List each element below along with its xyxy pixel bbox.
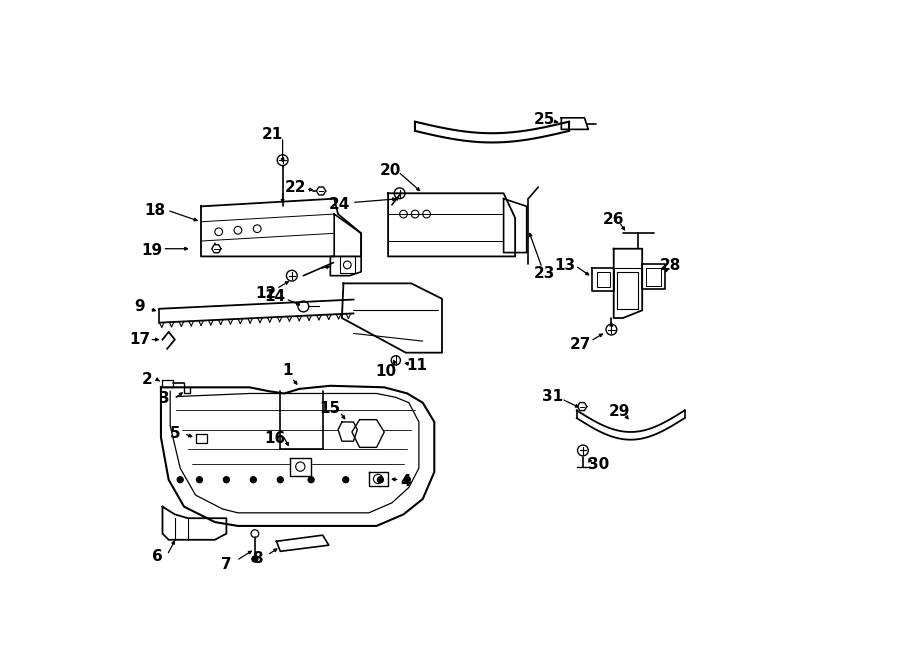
Polygon shape [646, 268, 662, 286]
Circle shape [223, 477, 230, 483]
Polygon shape [338, 422, 357, 442]
Polygon shape [291, 458, 311, 476]
Polygon shape [577, 410, 685, 440]
Circle shape [377, 477, 383, 483]
Polygon shape [578, 403, 587, 410]
Text: 24: 24 [328, 196, 350, 212]
Text: 18: 18 [144, 203, 166, 217]
Circle shape [308, 477, 314, 483]
Text: 7: 7 [221, 557, 231, 572]
Polygon shape [614, 249, 643, 318]
Circle shape [343, 477, 349, 483]
Text: 16: 16 [265, 430, 285, 446]
Text: 27: 27 [570, 338, 591, 352]
Polygon shape [352, 420, 384, 447]
Text: 10: 10 [375, 364, 396, 379]
Circle shape [404, 477, 410, 483]
Text: 13: 13 [554, 258, 576, 273]
Circle shape [277, 477, 284, 483]
Circle shape [252, 556, 258, 562]
Polygon shape [562, 118, 589, 130]
Polygon shape [643, 264, 665, 289]
Polygon shape [317, 187, 326, 195]
Text: 1: 1 [283, 363, 293, 378]
Text: 5: 5 [169, 426, 180, 441]
Text: 30: 30 [588, 457, 609, 472]
Text: 9: 9 [134, 299, 145, 314]
Text: 23: 23 [534, 266, 555, 281]
Polygon shape [592, 268, 614, 291]
Text: 11: 11 [406, 358, 428, 373]
Text: 31: 31 [542, 389, 562, 404]
Text: 26: 26 [603, 212, 625, 227]
Polygon shape [342, 284, 442, 353]
Polygon shape [388, 193, 515, 256]
Text: 20: 20 [380, 163, 401, 178]
Text: 25: 25 [534, 112, 555, 127]
Polygon shape [201, 199, 361, 256]
Polygon shape [195, 434, 207, 443]
Polygon shape [276, 535, 328, 551]
Text: 28: 28 [660, 258, 681, 273]
Polygon shape [163, 379, 173, 387]
Text: 14: 14 [265, 289, 285, 304]
Polygon shape [163, 507, 227, 540]
Circle shape [250, 477, 256, 483]
Text: 12: 12 [255, 286, 276, 301]
Text: 19: 19 [141, 243, 162, 258]
Polygon shape [212, 245, 221, 253]
Polygon shape [415, 122, 569, 143]
Text: 4: 4 [400, 474, 411, 488]
Polygon shape [616, 272, 638, 309]
Text: 29: 29 [608, 405, 630, 420]
Text: 22: 22 [285, 180, 306, 194]
Text: 21: 21 [262, 128, 284, 142]
Polygon shape [161, 386, 435, 526]
Text: 2: 2 [141, 372, 152, 387]
Circle shape [196, 477, 202, 483]
Text: 8: 8 [252, 551, 263, 566]
Circle shape [177, 477, 184, 483]
Polygon shape [339, 256, 355, 274]
Text: 6: 6 [152, 549, 163, 564]
Text: 15: 15 [320, 401, 341, 416]
Polygon shape [159, 299, 354, 323]
Polygon shape [369, 472, 388, 486]
Text: 17: 17 [129, 332, 150, 347]
Polygon shape [504, 199, 526, 253]
Polygon shape [597, 272, 610, 288]
Polygon shape [330, 214, 361, 276]
Text: 3: 3 [159, 391, 170, 407]
